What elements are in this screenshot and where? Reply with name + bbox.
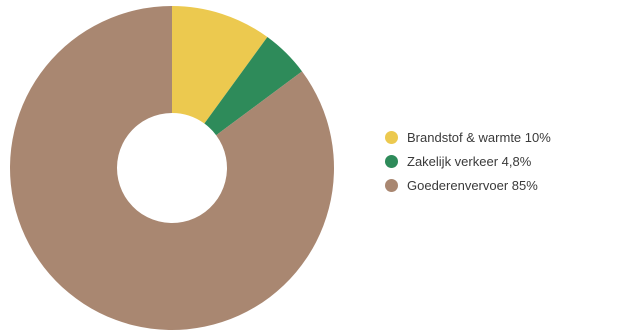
slice-zakelijk xyxy=(204,37,303,136)
legend-label-brandstof: Brandstof & warmte 10% xyxy=(407,129,551,145)
slice-goederen xyxy=(9,6,334,330)
legend-swatch-goederen xyxy=(385,178,398,192)
slice-brandstof xyxy=(172,6,268,124)
donut-slices xyxy=(9,6,334,330)
legend-item-goederen: Goederenvervoer 85% xyxy=(385,173,615,197)
legend-label-goederen: Goederenvervoer 85% xyxy=(407,177,538,193)
legend-item-brandstof: Brandstof & warmte 10% xyxy=(385,125,615,149)
chart-legend: Brandstof & warmte 10% Zakelijk verkeer … xyxy=(385,125,615,197)
legend-item-zakelijk: Zakelijk verkeer 4,8% xyxy=(385,149,615,173)
legend-label-zakelijk: Zakelijk verkeer 4,8% xyxy=(407,153,532,169)
legend-swatch-zakelijk xyxy=(385,154,398,168)
legend-swatch-brandstof xyxy=(385,130,398,144)
